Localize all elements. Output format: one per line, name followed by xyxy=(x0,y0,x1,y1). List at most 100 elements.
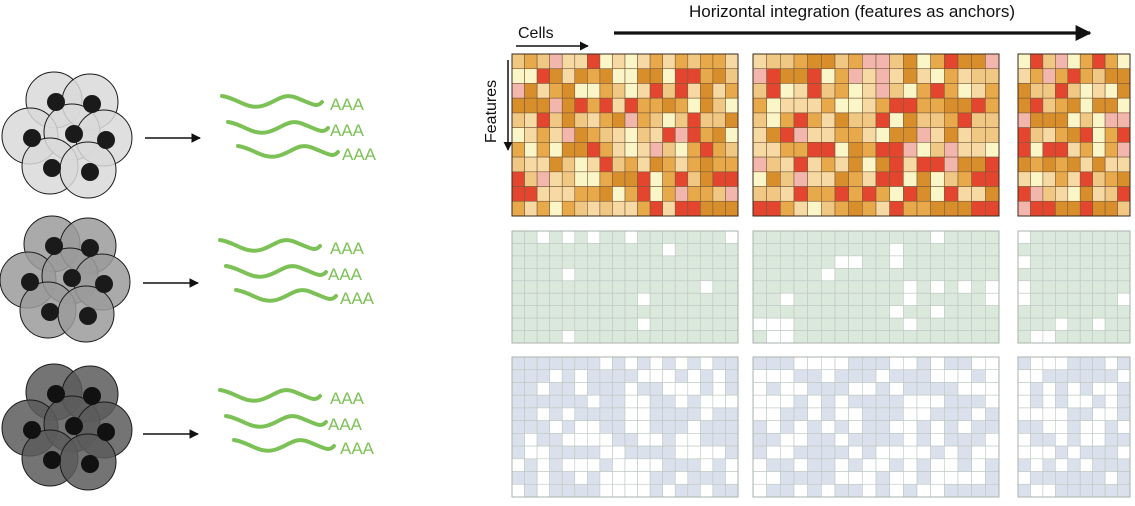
matrix-cell xyxy=(1092,68,1106,84)
matrix-cell xyxy=(875,142,890,158)
matrix-cell xyxy=(766,433,781,447)
matrix-cell xyxy=(612,292,626,306)
matrix-cell xyxy=(1092,230,1106,244)
matrix-cell xyxy=(1117,255,1131,269)
matrix-cell xyxy=(536,483,550,498)
matrix-cell xyxy=(637,268,651,282)
matrix-cell xyxy=(752,200,767,217)
matrix-cell xyxy=(1042,369,1056,383)
matrix-cell xyxy=(1067,83,1081,99)
matrix-cell xyxy=(862,243,877,257)
matrix-cell xyxy=(848,382,863,396)
matrix-cell xyxy=(587,394,601,409)
matrix-cell xyxy=(889,186,904,202)
matrix-cell xyxy=(848,483,863,498)
matrix-cell xyxy=(574,83,588,99)
matrix-cell xyxy=(1017,356,1031,371)
matrix-cell xyxy=(903,471,918,485)
matrix-cell xyxy=(1079,369,1093,383)
matrix-cell xyxy=(780,420,795,434)
cell-nucleus xyxy=(43,159,61,177)
cell-nucleus xyxy=(41,303,59,321)
matrix-cell xyxy=(985,458,1000,472)
matrix-cell xyxy=(752,112,767,128)
matrix-cell xyxy=(862,186,877,202)
matrix-cell xyxy=(944,420,959,434)
matrix-cell xyxy=(674,200,689,217)
matrix-cell xyxy=(637,255,651,269)
matrix-cell xyxy=(511,407,525,421)
matrix-cell xyxy=(649,356,663,371)
matrix-cell xyxy=(649,471,663,485)
matrix-cell xyxy=(875,230,890,244)
matrix-cell xyxy=(536,243,550,257)
matrix-cell xyxy=(1092,458,1106,472)
cluster-light xyxy=(1,71,133,199)
matrix-cell xyxy=(1017,53,1031,70)
matrix-cell xyxy=(793,156,808,173)
matrix-cell xyxy=(875,53,890,70)
matrix-cell xyxy=(916,186,931,202)
matrix-cell xyxy=(574,127,588,143)
matrix-cell xyxy=(624,317,638,331)
matrix-cell xyxy=(1092,407,1106,421)
matrix-cell xyxy=(1042,407,1056,421)
matrix-cell xyxy=(561,156,576,173)
matrix-cell xyxy=(649,483,663,498)
matrix-cell xyxy=(561,200,576,217)
matrix-cell xyxy=(807,243,822,257)
matrix-cell xyxy=(712,369,726,383)
matrix-cell xyxy=(903,186,918,202)
matrix-cell xyxy=(561,83,576,99)
matrix-cell xyxy=(1042,445,1056,460)
matrix-cell xyxy=(1092,394,1106,409)
matrix-cell xyxy=(1067,471,1081,485)
matrix-cell xyxy=(1042,142,1056,158)
matrix-cell xyxy=(574,471,588,485)
matrix-cell xyxy=(971,433,986,447)
matrix-cell xyxy=(662,407,676,421)
matrix-cell xyxy=(725,356,739,371)
matrix-cell xyxy=(944,483,959,498)
matrix-cell xyxy=(637,112,651,128)
matrix-cell xyxy=(752,458,767,472)
matrix-cell xyxy=(752,255,767,269)
matrix-cell xyxy=(821,255,836,269)
matrix-cell xyxy=(957,394,972,409)
matrix-cell xyxy=(848,255,863,269)
matrix-cell xyxy=(1079,127,1093,143)
matrix-cell xyxy=(971,407,986,421)
matrix-cell xyxy=(649,112,663,128)
matrix-cell xyxy=(561,433,576,447)
matrix-cell xyxy=(662,68,676,84)
matrix-cell xyxy=(700,458,714,472)
matrix-cell xyxy=(649,200,663,217)
matrix-cell xyxy=(1079,97,1093,114)
matrix-cell xyxy=(903,407,918,421)
matrix-cell xyxy=(780,53,795,70)
matrix-cell xyxy=(637,382,651,396)
matrix-cell xyxy=(916,356,931,371)
matrix-cell xyxy=(687,394,701,409)
matrix-cell xyxy=(862,330,877,344)
matrix-cell xyxy=(793,433,808,447)
matrix-cell xyxy=(916,243,931,257)
matrix-cell xyxy=(511,53,525,70)
matrix-cell xyxy=(930,255,945,269)
matrix-cell xyxy=(712,471,726,485)
matrix-cell xyxy=(916,458,931,472)
matrix-cell xyxy=(985,243,1000,257)
matrix-cell xyxy=(1079,407,1093,421)
matrix-cell xyxy=(1055,471,1069,485)
matrix-cell xyxy=(574,280,588,294)
matrix-cell xyxy=(1055,243,1069,257)
matrix-cell xyxy=(536,382,550,396)
cell-nucleus xyxy=(95,275,113,293)
matrix-cell xyxy=(1079,445,1093,460)
cell-nucleus xyxy=(21,273,39,291)
matrix-cell xyxy=(649,458,663,472)
matrix-cell xyxy=(793,230,808,244)
matrix-cell xyxy=(862,200,877,217)
matrix-cell xyxy=(1079,68,1093,84)
matrix-cell xyxy=(1092,280,1106,294)
